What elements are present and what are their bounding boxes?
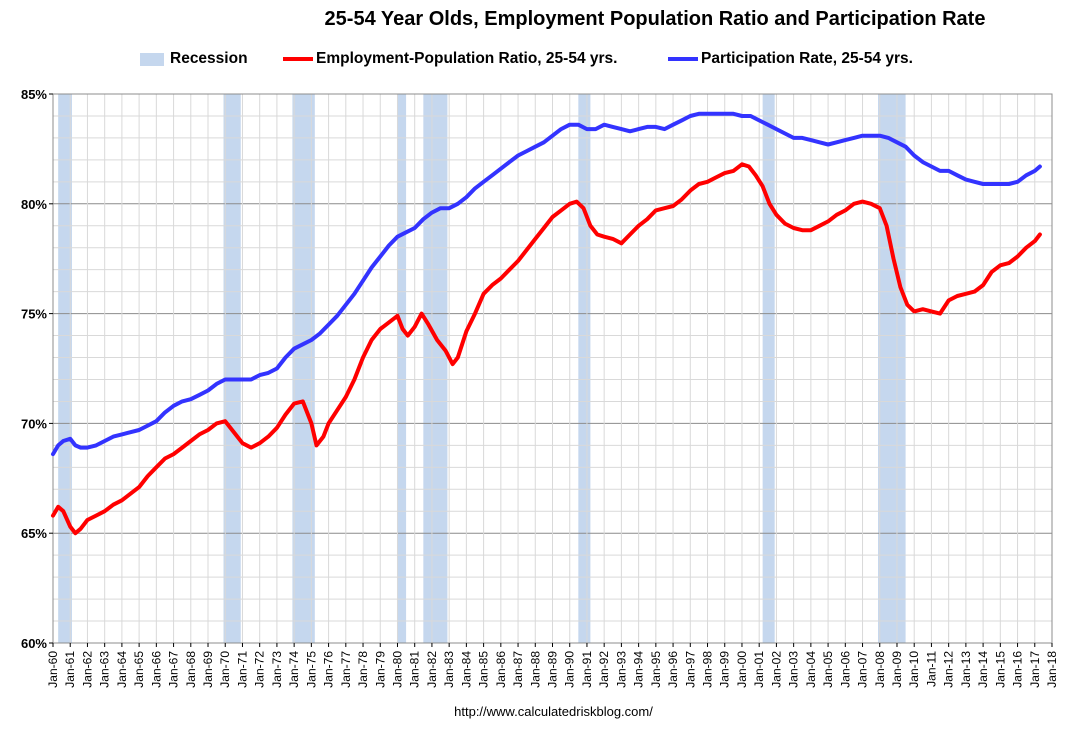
x-tick-label: Jan-78 [356, 651, 370, 688]
x-tick-label: Jan-82 [425, 651, 439, 688]
x-tick-label: Jan-01 [752, 651, 766, 688]
source-url: http://www.calculatedriskblog.com/ [454, 704, 653, 719]
x-tick-label: Jan-87 [511, 651, 525, 688]
x-tick-label: Jan-16 [1011, 651, 1025, 688]
x-tick-label: Jan-83 [442, 651, 456, 688]
legend-swatch-recession [140, 53, 164, 66]
y-tick-label: 85% [21, 87, 47, 102]
x-tick-label: Jan-05 [821, 651, 835, 688]
x-tick-label: Jan-98 [701, 651, 715, 688]
x-tick-label: Jan-17 [1028, 651, 1042, 688]
x-tick-label: Jan-00 [735, 651, 749, 688]
recession-band-8 [878, 94, 906, 643]
x-tick-label: Jan-60 [46, 651, 60, 688]
legend-swatch-employment [283, 57, 313, 61]
x-tick-label: Jan-77 [339, 651, 353, 688]
x-tick-label: Jan-91 [580, 651, 594, 688]
recession-band-4 [397, 94, 407, 643]
x-tick-label: Jan-71 [236, 651, 250, 688]
recession-band-3 [292, 94, 315, 643]
x-tick-label: Jan-07 [856, 651, 870, 688]
y-tick-label: 80% [21, 197, 47, 212]
legend: Recession Employment-Population Ratio, 2… [0, 48, 1065, 70]
legend-item-employment: Employment-Population Ratio, 25-54 yrs. [283, 48, 653, 70]
recession-band-6 [578, 94, 591, 643]
recession-band-5 [423, 94, 448, 643]
legend-label-participation: Participation Rate, 25-54 yrs. [701, 50, 913, 67]
gridlines [53, 94, 1052, 643]
x-tick-label: Jan-90 [563, 651, 577, 688]
x-tick-label: Jan-06 [838, 651, 852, 688]
x-tick-label: Jan-70 [218, 651, 232, 688]
x-tick-label: Jan-84 [459, 651, 473, 688]
x-tick-label: Jan-92 [597, 651, 611, 688]
x-tick-label: Jan-04 [804, 651, 818, 688]
x-tick-label: Jan-03 [787, 651, 801, 688]
recession-band-7 [762, 94, 775, 643]
x-axis: Jan-60 Jan-61 Jan-62 Jan-63 Jan-64 Jan-65 Jan-… [46, 643, 1059, 688]
legend-label-employment: Employment-Population Ratio, 25-54 yrs. [316, 50, 618, 67]
chart-title: 25-54 Year Olds, Employment Population R… [324, 8, 986, 30]
x-tick-label: Jan-63 [98, 651, 112, 688]
legend-item-participation: Participation Rate, 25-54 yrs. [668, 48, 958, 70]
y-tick-label: 65% [21, 526, 47, 541]
x-tick-label: Jan-66 [149, 651, 163, 688]
x-tick-label: Jan-73 [270, 651, 284, 688]
recession-band-2 [223, 94, 241, 643]
x-tick-label: Jan-85 [477, 651, 491, 688]
x-tick-label: Jan-10 [907, 651, 921, 688]
x-tick-label: Jan-97 [683, 651, 697, 688]
x-tick-label: Jan-12 [942, 651, 956, 688]
x-tick-label: Jan-15 [993, 651, 1007, 688]
x-tick-label: Jan-02 [769, 651, 783, 688]
x-tick-label: Jan-67 [167, 651, 181, 688]
x-tick-label: Jan-64 [115, 651, 129, 688]
x-tick-label: Jan-94 [632, 651, 646, 688]
x-tick-label: Jan-14 [976, 651, 990, 688]
x-tick-label: Jan-65 [132, 651, 146, 688]
x-tick-label: Jan-88 [528, 651, 542, 688]
x-tick-label: Jan-11 [924, 651, 938, 687]
x-tick-label: Jan-75 [304, 651, 318, 688]
x-tick-label: Jan-99 [718, 651, 732, 688]
data-lines [51, 111, 1042, 536]
x-tick-label: Jan-81 [408, 651, 422, 688]
x-tick-label: Jan-89 [546, 651, 560, 688]
x-tick-label: Jan-86 [494, 651, 508, 688]
x-tick-label: Jan-09 [890, 651, 904, 688]
x-tick-label: Jan-96 [666, 651, 680, 688]
x-tick-label: Jan-72 [253, 651, 267, 688]
y-tick-label: 75% [21, 307, 47, 322]
x-tick-label: Jan-68 [184, 651, 198, 688]
recession-band-1 [58, 94, 72, 643]
x-tick-label: Jan-13 [959, 651, 973, 688]
x-tick-label: Jan-62 [80, 651, 94, 688]
y-axis: 60% 65% 70% 75% 80% 85% [21, 87, 53, 651]
y-tick-label: 70% [21, 416, 47, 431]
legend-swatch-participation [668, 57, 698, 61]
x-tick-label: Jan-69 [201, 651, 215, 688]
legend-item-recession: Recession [140, 48, 260, 70]
legend-label-recession: Recession [170, 50, 248, 67]
x-tick-label: Jan-95 [649, 651, 663, 688]
x-tick-label: Jan-61 [63, 651, 77, 688]
x-tick-label: Jan-80 [391, 651, 405, 688]
x-tick-label: Jan-76 [322, 651, 336, 688]
x-tick-label: Jan-74 [287, 651, 301, 688]
x-tick-label: Jan-18 [1045, 651, 1059, 688]
series-line-participation-rate [51, 111, 1042, 457]
x-tick-label: Jan-93 [614, 651, 628, 688]
series-line-employment-ratio [51, 162, 1042, 536]
x-tick-label: Jan-08 [873, 651, 887, 688]
y-tick-label: 60% [21, 636, 47, 651]
x-tick-label: Jan-79 [373, 651, 387, 688]
